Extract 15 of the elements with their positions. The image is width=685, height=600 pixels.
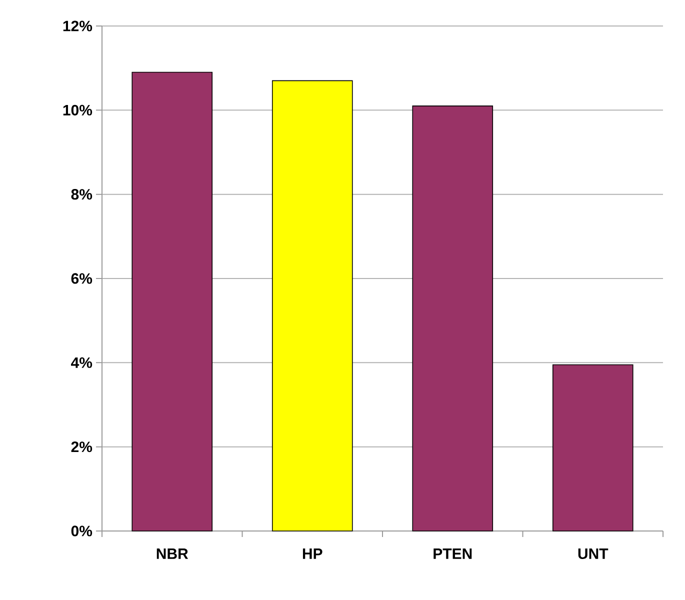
bar xyxy=(412,106,494,532)
y-tick-label: 0% xyxy=(71,526,92,536)
y-tick-label: 6% xyxy=(71,273,92,284)
x-tick-label: NBR xyxy=(156,548,188,559)
x-tick-label: UNT xyxy=(578,548,608,559)
y-tick-label: 10% xyxy=(63,104,92,116)
y-tick-label: 2% xyxy=(71,442,92,452)
x-tick-label: HP xyxy=(302,548,322,559)
y-tick-label: 12% xyxy=(63,20,92,32)
y-tick-label: 8% xyxy=(71,189,92,200)
x-tick-label: PTEN xyxy=(434,548,472,559)
bar xyxy=(272,80,353,532)
bar xyxy=(552,364,634,532)
y-tick-label: 4% xyxy=(71,357,92,368)
bar xyxy=(132,72,213,532)
